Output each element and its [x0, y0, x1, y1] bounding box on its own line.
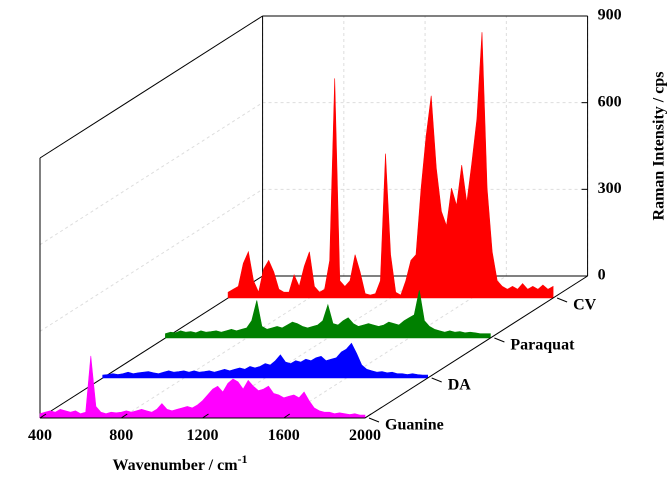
- grid-line: [39, 102, 263, 246]
- series-label: CV: [573, 297, 597, 314]
- series-tick: [368, 417, 380, 423]
- spectrum-area: [165, 290, 491, 339]
- tick-mark: [202, 413, 209, 419]
- tick-mark: [120, 413, 128, 419]
- x-label-text: Wavenumber / cm: [112, 457, 238, 474]
- grid-line: [39, 188, 263, 332]
- x-tick-label: 2000: [349, 427, 381, 444]
- x-tick-label: 400: [28, 427, 52, 444]
- axis-line: [364, 275, 588, 419]
- x-axis-label: Wavenumber / cm-1: [112, 452, 247, 474]
- y-axis-label: Raman Intensity / cps: [651, 72, 667, 221]
- tick-mark: [364, 413, 372, 419]
- series-label: Paraquat: [510, 337, 575, 354]
- axis-line: [39, 275, 263, 419]
- tick-mark: [283, 413, 291, 419]
- series-tick: [431, 377, 442, 383]
- y-tick-label: 600: [598, 93, 622, 110]
- spectrum-area: [227, 32, 554, 299]
- series-label: DA: [448, 377, 472, 394]
- spectrum-area: [102, 342, 428, 379]
- series-label: Guanine: [385, 417, 444, 434]
- x-tick-label: 1200: [187, 427, 219, 444]
- spectrum-area: [39, 355, 366, 419]
- x-tick-label: 1600: [268, 427, 300, 444]
- x-label-superscript: -1: [238, 452, 248, 466]
- x-tick-label: 800: [109, 427, 133, 444]
- axis-line: [39, 15, 263, 159]
- y-tick-label: 0: [598, 267, 606, 284]
- series-tick: [494, 337, 505, 343]
- series-tick: [556, 297, 568, 303]
- grid-line: [120, 275, 345, 419]
- tick-mark: [39, 413, 47, 419]
- y-tick-label: 300: [598, 180, 622, 197]
- y-tick-label: 900: [598, 7, 622, 24]
- grid-line: [283, 275, 507, 419]
